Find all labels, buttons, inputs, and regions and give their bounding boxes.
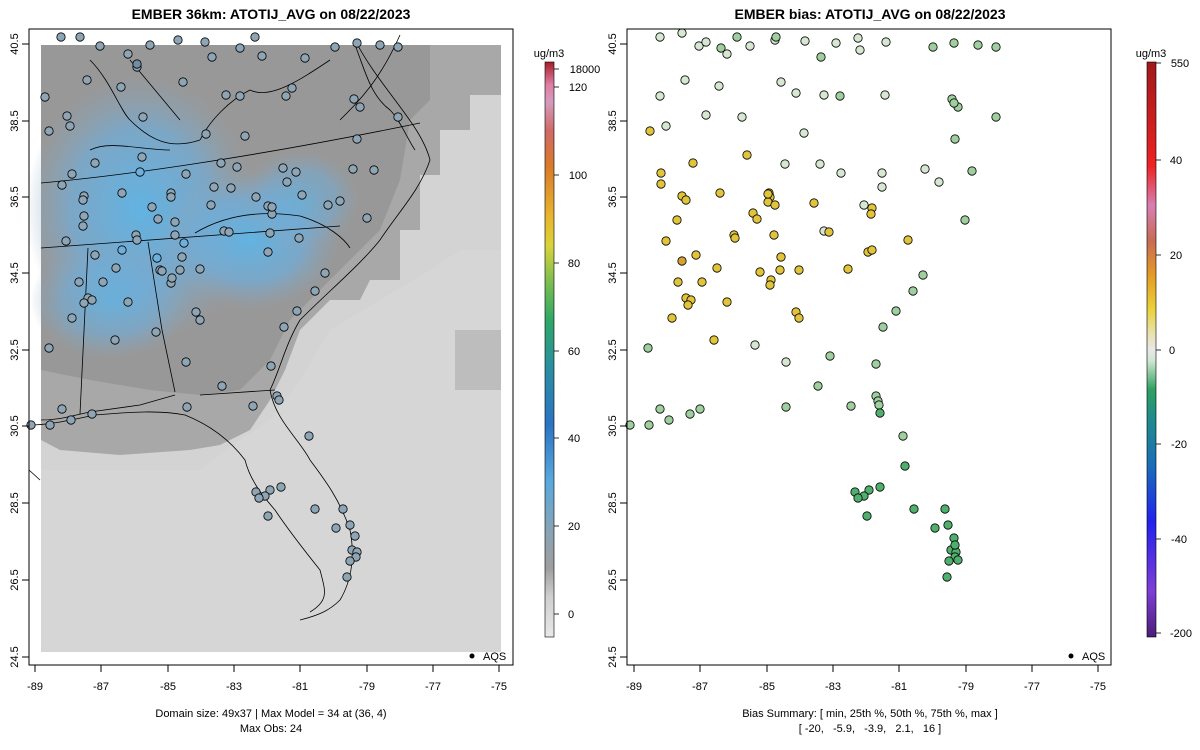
svg-text:60: 60: [568, 346, 580, 358]
svg-text:-87: -87: [93, 681, 109, 693]
svg-text:18000: 18000: [570, 64, 601, 76]
svg-text:-83: -83: [226, 681, 242, 693]
svg-text:0: 0: [568, 609, 574, 621]
left-panel-title: EMBER 36km: ATOTIJ_AVG on 08/22/2023: [132, 6, 411, 22]
svg-text:-89: -89: [27, 681, 43, 693]
svg-text:-81: -81: [292, 681, 308, 693]
svg-text:34.5: 34.5: [607, 262, 619, 283]
svg-text:100: 100: [569, 170, 587, 182]
svg-text:-79: -79: [958, 681, 974, 693]
left-model-field: [29, 45, 501, 652]
svg-text:38.5: 38.5: [607, 110, 619, 131]
right-map-panel: EMBER bias: ATOTIJ_AVG on 08/22/2023: [607, 6, 1112, 735]
svg-text:-75: -75: [1090, 681, 1106, 693]
svg-text:0: 0: [1169, 345, 1175, 357]
left-y-axis: [22, 43, 29, 658]
right-boundaries: [627, 35, 1028, 620]
left-monitor-points: [26, 32, 403, 582]
svg-text:28.5: 28.5: [9, 492, 21, 513]
left-colorbar: ug/m3 18000 120 100 80 60 40 20 0: [534, 48, 601, 638]
svg-text:-79: -79: [359, 681, 375, 693]
svg-text:28.5: 28.5: [607, 492, 619, 513]
svg-text:36.5: 36.5: [9, 186, 21, 207]
svg-text:32.5: 32.5: [9, 339, 21, 360]
bias-light-green-points: [625, 32, 1001, 441]
svg-text:36.5: 36.5: [607, 186, 619, 207]
svg-text:40.5: 40.5: [9, 33, 21, 54]
svg-text:40: 40: [1170, 155, 1182, 167]
right-plot-frame: [626, 28, 1112, 666]
svg-text:-87: -87: [692, 681, 708, 693]
bias-yellow-points: [645, 126, 913, 345]
svg-text:24.5: 24.5: [9, 646, 21, 667]
aqs-legend-marker: [469, 653, 475, 659]
monitor-point: [26, 32, 403, 582]
svg-text:24.5: 24.5: [607, 646, 619, 667]
left-plot-frame: [28, 28, 514, 666]
svg-text:30.5: 30.5: [607, 415, 619, 436]
svg-text:-89: -89: [626, 681, 642, 693]
aqs-legend-marker: [1068, 653, 1074, 659]
svg-text:550: 550: [1171, 58, 1189, 70]
right-y-tick-labels: 40.5 38.5 36.5 34.5 32.5 30.5 28.5 26.5 …: [607, 33, 619, 667]
left-footer-line2: Max Obs: 24: [240, 723, 302, 735]
svg-text:120: 120: [569, 82, 587, 94]
svg-text:-85: -85: [759, 681, 775, 693]
right-footer-line1: Bias Summary: [ min, 25th %, 50th %, 75t…: [742, 708, 998, 720]
svg-text:30.5: 30.5: [9, 415, 21, 436]
svg-text:80: 80: [568, 258, 580, 270]
svg-text:34.5: 34.5: [9, 262, 21, 283]
right-monitor-points: [625, 28, 1001, 582]
left-colorbar-unit: ug/m3: [534, 48, 565, 60]
svg-text:40: 40: [568, 433, 580, 445]
right-x-tick-labels: -89 -87 -85 -83 -81 -79 -77 -75: [626, 681, 1106, 693]
right-y-axis: [620, 43, 627, 658]
svg-text:-20: -20: [1171, 439, 1187, 451]
bias-near-zero-points: [655, 28, 944, 367]
svg-text:40.5: 40.5: [607, 33, 619, 54]
left-x-tick-labels: -89 -87 -85 -83 -81 -79 -77 -75: [27, 681, 507, 693]
left-map-panel: EMBER 36km: ATOTIJ_AVG on 08/22/2023: [9, 6, 514, 735]
svg-text:-83: -83: [825, 681, 841, 693]
right-footer-line2: [ -20, -5.9, -3.9, 2.1, 16 ]: [799, 723, 941, 735]
aqs-legend-label: AQS: [1082, 651, 1105, 663]
svg-text:20: 20: [568, 521, 580, 533]
left-x-axis: [34, 665, 500, 672]
right-x-axis: [633, 665, 1099, 672]
bias-orange-points: [677, 256, 687, 266]
bias-green-points: [850, 408, 963, 582]
svg-text:20: 20: [1170, 250, 1182, 262]
high-monitor-points: [117, 167, 189, 263]
svg-text:-75: -75: [491, 681, 507, 693]
svg-text:-77: -77: [425, 681, 441, 693]
left-footer-line1: Domain size: 49x37 | Max Model = 34 at (…: [155, 708, 386, 720]
right-colorbar-unit: ug/m3: [1136, 48, 1167, 60]
svg-text:-81: -81: [891, 681, 907, 693]
aqs-legend-label: AQS: [483, 651, 506, 663]
right-colorbar: ug/m3 550 40 20 0 -20 -40 -200: [1136, 48, 1192, 640]
svg-text:-85: -85: [160, 681, 176, 693]
svg-text:26.5: 26.5: [607, 569, 619, 590]
svg-text:-40: -40: [1171, 534, 1187, 546]
svg-text:-77: -77: [1024, 681, 1040, 693]
left-y-tick-labels: 40.5 38.5 36.5 34.5 32.5 30.5 28.5 26.5 …: [9, 33, 21, 667]
right-panel-title: EMBER bias: ATOTIJ_AVG on 08/22/2023: [734, 6, 1005, 22]
svg-text:38.5: 38.5: [9, 110, 21, 131]
svg-text:26.5: 26.5: [9, 569, 21, 590]
svg-text:32.5: 32.5: [607, 339, 619, 360]
svg-text:-200: -200: [1170, 628, 1192, 640]
